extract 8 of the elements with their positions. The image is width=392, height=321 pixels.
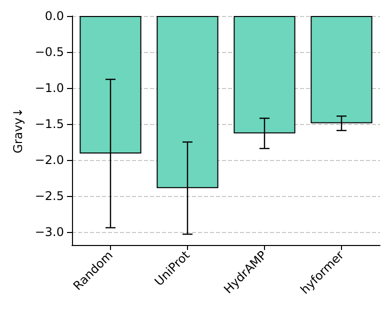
y-tick-label: −0.5: [34, 45, 64, 60]
y-tick-label: 0.0: [44, 9, 64, 23]
y-tick-label: −2.5: [34, 189, 64, 204]
y-tick-label: −1.5: [34, 117, 64, 132]
y-tick-label: −2.0: [34, 153, 64, 168]
y-tick-label: −3.0: [34, 225, 64, 240]
y-tick-label: −1.0: [34, 81, 64, 96]
y-axis-title: Gravy↓: [10, 108, 25, 154]
